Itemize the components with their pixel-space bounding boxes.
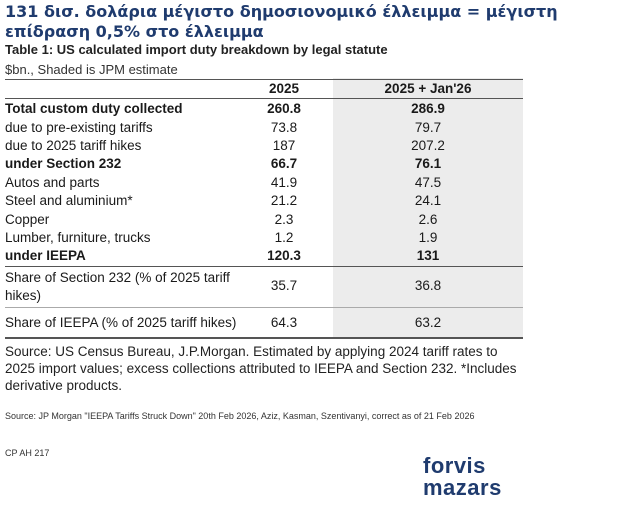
table-title: Table 1: US calculated import duty break… [5,42,388,57]
row-value-2025-jan26: 207.2 [411,138,445,153]
logo-line-2: mazars [423,475,502,500]
row-label: due to pre-existing tariffs [5,120,153,135]
forvis-mazars-logo: forvis mazars [423,455,523,499]
source-note: Source: US Census Bureau, J.P.Morgan. Es… [5,344,517,393]
row-value-2025: 73.8 [270,120,298,135]
headline: 131 δισ. δολάρια μέγιστο δημοσιονομικό έ… [5,2,558,41]
col-header-2025-jan26: 2025 + Jan'26 [384,81,472,96]
row-value-2025-jan26: 2.6 [418,212,438,227]
row-label: Steel and aluminium* [5,193,133,208]
row-value-2025: 41.9 [270,175,298,190]
table-bottom-rule [5,337,523,339]
header-rule [5,98,523,99]
row-value-2025-jan26: 36.8 [414,278,442,293]
row-value-2025-jan26: 24.1 [414,193,442,208]
row-label: Copper [5,212,50,227]
row-value-2025-jan26: 76.1 [414,156,442,171]
row-label: Share of Section 232 (% of 2025 tariff h… [5,270,230,303]
row-label: due to 2025 tariff hikes [5,138,142,153]
row-value-2025: 66.7 [270,156,298,171]
row-value-2025: 260.8 [267,101,301,116]
row-value-2025-jan26: 79.7 [414,120,442,135]
estimate-shading [333,78,523,337]
table-subtitle: $bn., Shaded is JPM estimate [5,62,178,77]
row-value-2025-jan26: 63.2 [414,315,442,330]
row-value-2025-jan26: 286.9 [411,101,445,116]
row-value-2025: 35.7 [270,278,298,293]
document-code: CP AH 217 [5,448,50,458]
section-rule [5,266,523,267]
row-rule [5,307,523,308]
row-value-2025: 2.3 [274,212,294,227]
row-value-2025-jan26: 47.5 [414,175,442,190]
row-label: Autos and parts [5,175,100,190]
row-value-2025-jan26: 1.9 [418,230,438,245]
row-label: Share of IEEPA (% of 2025 tariff hikes) [5,315,237,330]
row-value-2025: 1.2 [274,230,294,245]
row-value-2025: 187 [272,138,296,153]
row-label: under Section 232 [5,156,122,171]
table-top-rule [5,79,523,80]
row-label: under IEEPA [5,248,86,263]
row-label: Total custom duty collected [5,101,183,116]
citation: Source: JP Morgan "IEEPA Tariffs Struck … [5,411,475,421]
col-header-2025: 2025 [268,81,300,96]
logo-line-1: forvis [423,453,486,478]
row-value-2025: 21.2 [270,193,298,208]
row-value-2025: 64.3 [270,315,298,330]
row-value-2025: 120.3 [267,248,301,263]
row-label: Lumber, furniture, trucks [5,230,151,245]
row-value-2025-jan26: 131 [416,248,440,263]
